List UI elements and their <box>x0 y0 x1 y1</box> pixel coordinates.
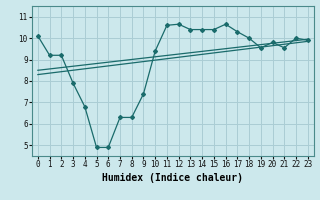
X-axis label: Humidex (Indice chaleur): Humidex (Indice chaleur) <box>102 173 243 183</box>
